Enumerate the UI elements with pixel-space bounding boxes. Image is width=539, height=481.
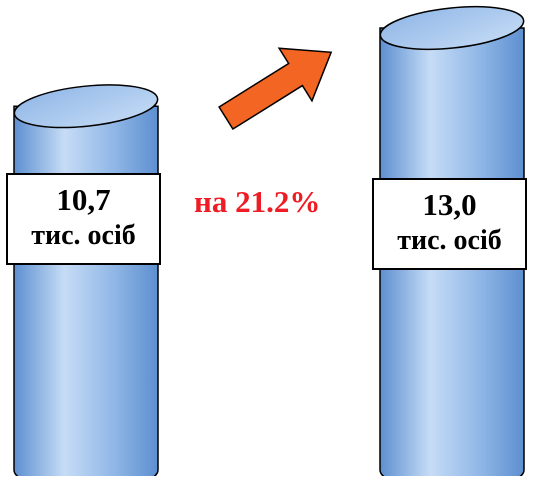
unit-label-1: тис. осіб xyxy=(31,220,136,251)
cylinder-bar-1 xyxy=(13,84,159,481)
value-label-box-2: 13,0 тис. осіб xyxy=(372,178,527,270)
cylinder-top-1 xyxy=(13,84,159,129)
growth-arrow xyxy=(218,47,333,131)
value-label-1: 10,7 xyxy=(56,182,111,217)
value-label-box-1: 10,7 тис. осіб xyxy=(6,173,161,265)
unit-label-2: тис. осіб xyxy=(397,225,502,256)
value-label-2: 13,0 xyxy=(422,187,477,222)
growth-label: на 21.2% xyxy=(194,184,321,219)
cylinder-top-2 xyxy=(379,5,525,51)
cylinder-body-1 xyxy=(13,105,159,481)
